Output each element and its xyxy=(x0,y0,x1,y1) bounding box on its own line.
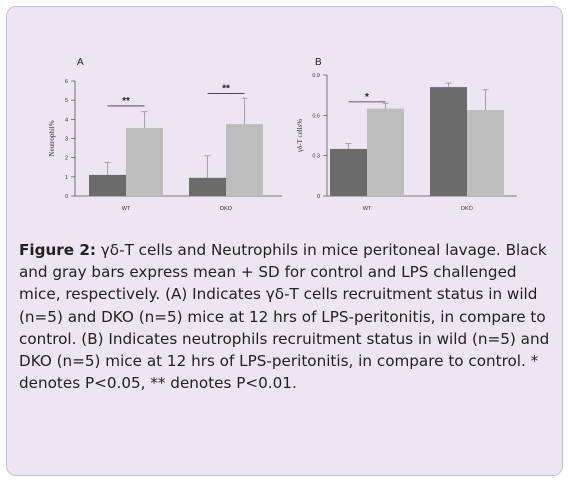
panel-b-bar-s1-c0 xyxy=(367,108,404,196)
panel-a-label: A xyxy=(77,57,84,68)
panel-a-significance-label-0: ** xyxy=(122,96,130,107)
panel-b-bar-s0-c1 xyxy=(430,87,467,196)
panel-a-ytick-label-6: 6 xyxy=(65,79,68,85)
panel-b-ytick-label-1: 0.3 xyxy=(312,154,320,160)
panel-b-ytick-label-2: 0.6 xyxy=(312,113,320,119)
panel-b-bar-s1-c1 xyxy=(467,109,504,196)
panel-b-ytick-label-3: 0.9 xyxy=(312,73,320,79)
panel-a-ytick-label-5: 5 xyxy=(65,98,68,104)
panel-a-ytick-label-3: 3 xyxy=(65,137,68,143)
bar-charts: A Neutrophil% 0 1 2 3 4 5 6 WT DKO ** ** Bγδ-T cells%… xyxy=(48,57,517,212)
panel-a-ytick-label-0: 0 xyxy=(65,194,68,200)
figure-caption: Figure 2: γδ-T cells and Neutrophils in … xyxy=(19,239,559,394)
panel-a-ytick-label-1: 1 xyxy=(65,175,68,181)
panel-a-bar-s1-c0 xyxy=(126,127,163,196)
panel-b-bar-s0-c0 xyxy=(330,148,367,196)
panel-a-ytick-label-2: 2 xyxy=(65,156,68,162)
panel-a-ylabel: Neutrophil% xyxy=(48,120,56,156)
panel-a-bar-s0-c0 xyxy=(89,174,126,196)
caption-label: Figure 2: xyxy=(19,241,96,259)
panel-b-significance-label-0: * xyxy=(365,92,369,103)
panel-b-category-label-1: DKO xyxy=(461,206,474,212)
panel-a-significance-label-1: ** xyxy=(222,83,230,94)
panel-b-category-label-0: WT xyxy=(363,206,372,212)
panel-b-ylabel: γδ-T cells% xyxy=(296,119,304,153)
panel-a-bar-s1-c1 xyxy=(226,124,263,196)
panel-a-bar-s0-c1 xyxy=(189,177,226,196)
panel-a-ytick-label-4: 4 xyxy=(65,117,68,123)
panel-b-label: B xyxy=(315,57,322,68)
caption-text: γδ-T cells and Neutrophils in mice perit… xyxy=(19,241,550,393)
panel-a-category-label-0: WT xyxy=(122,206,131,212)
panel-a-category-label-1: DKO xyxy=(220,206,233,212)
panel-b-ytick-label-0: 0 xyxy=(317,194,320,200)
